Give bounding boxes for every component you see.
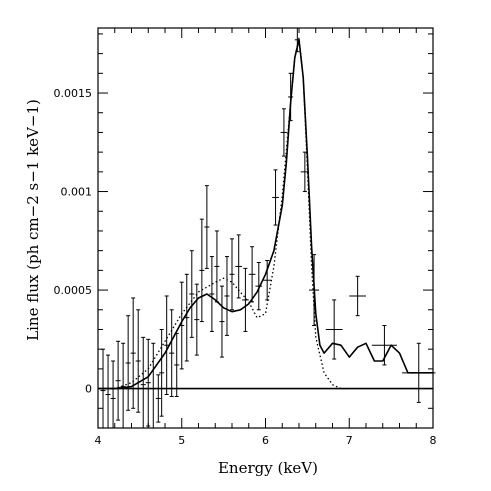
model-curve-solid <box>98 39 433 390</box>
data-point <box>242 267 249 332</box>
data-point <box>209 256 215 332</box>
data-point <box>229 238 235 311</box>
data-point <box>189 250 195 338</box>
x-tick-label: 5 <box>178 434 185 447</box>
data-point <box>248 246 256 303</box>
data-point <box>224 256 230 336</box>
data-point <box>204 185 210 269</box>
tick-labels: 4 5 6 7 8 0 0.0005 0.001 0.0015 <box>54 87 437 447</box>
y-tick-label: 0 <box>85 383 92 396</box>
data-point <box>325 299 343 360</box>
data-point <box>272 169 279 226</box>
x-tick-label: 8 <box>430 434 437 447</box>
data-point <box>159 328 165 417</box>
x-axis-label: Energy (keV) <box>218 459 318 477</box>
data-point <box>135 309 141 413</box>
data-point <box>255 261 263 311</box>
axis-ticks <box>97 28 434 429</box>
data-point <box>120 342 126 429</box>
series-layer <box>98 27 436 429</box>
data-point <box>115 340 121 421</box>
data-point <box>145 338 151 427</box>
x-tick-label: 4 <box>95 434 102 447</box>
data-point <box>105 354 111 429</box>
x-tick-label: 7 <box>346 434 353 447</box>
y-tick-label: 0.0005 <box>54 284 93 297</box>
data-point <box>155 374 161 423</box>
y-axis-label: Line flux (ph cm−2 s−1 keV−1) <box>24 99 42 341</box>
data-point <box>219 285 225 358</box>
data-point <box>214 230 220 303</box>
data-point <box>194 283 200 356</box>
y-tick-label: 0.001 <box>61 186 93 199</box>
y-tick-label: 0.0015 <box>54 87 93 100</box>
x-tick-label: 6 <box>262 434 269 447</box>
data-point <box>125 315 131 411</box>
data-point <box>174 332 180 397</box>
model-curve-dotted <box>98 37 350 390</box>
data-point <box>130 297 136 409</box>
data-point <box>349 275 366 317</box>
data-point <box>140 336 146 429</box>
data-point <box>169 309 175 397</box>
data-point <box>262 260 272 301</box>
data-point <box>199 218 205 323</box>
data-point <box>150 342 156 429</box>
data-point <box>235 234 243 299</box>
data-point <box>110 360 116 429</box>
data-point <box>280 108 288 157</box>
